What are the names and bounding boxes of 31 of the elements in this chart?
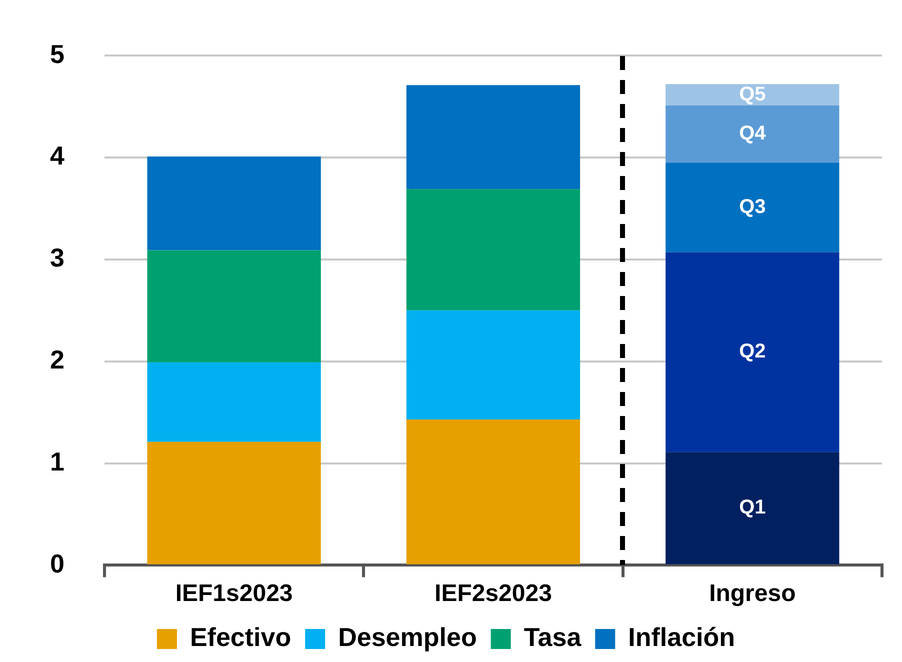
- bar: [406, 419, 580, 564]
- y-tick-label: 5: [50, 38, 64, 69]
- legend-label: Tasa: [524, 622, 582, 652]
- series-label: Q2: [739, 340, 766, 363]
- bar: [147, 442, 321, 564]
- bar: [147, 250, 321, 362]
- bar: [406, 310, 580, 420]
- y-tick-label: 4: [50, 140, 65, 171]
- x-tick-label: IEF1s2023: [175, 580, 293, 608]
- x-tick-label: Ingreso: [709, 580, 796, 608]
- bar: [666, 252, 840, 452]
- bar: [147, 362, 321, 442]
- bar: [666, 106, 840, 163]
- series-label: Q1: [739, 496, 766, 519]
- bar: [666, 162, 840, 252]
- y-tick-label: 1: [50, 446, 64, 476]
- legend-label: Desempleo: [338, 622, 477, 652]
- bar: [666, 452, 840, 564]
- series-label: Q3: [739, 196, 766, 218]
- bar: [406, 85, 580, 190]
- legend-label: Inflación: [628, 622, 736, 652]
- legend-label: Efectivo: [190, 622, 292, 652]
- x-tick-label: IEF2s2023: [434, 580, 552, 608]
- y-tick-label: 2: [50, 344, 64, 375]
- y-tick-label: 3: [50, 242, 64, 273]
- bar: [406, 189, 580, 310]
- bar: [666, 84, 840, 106]
- series-label: Q4: [739, 122, 767, 145]
- series-label: Q5: [739, 83, 766, 106]
- bar: [147, 156, 321, 250]
- y-tick-label: 0: [50, 548, 64, 578]
